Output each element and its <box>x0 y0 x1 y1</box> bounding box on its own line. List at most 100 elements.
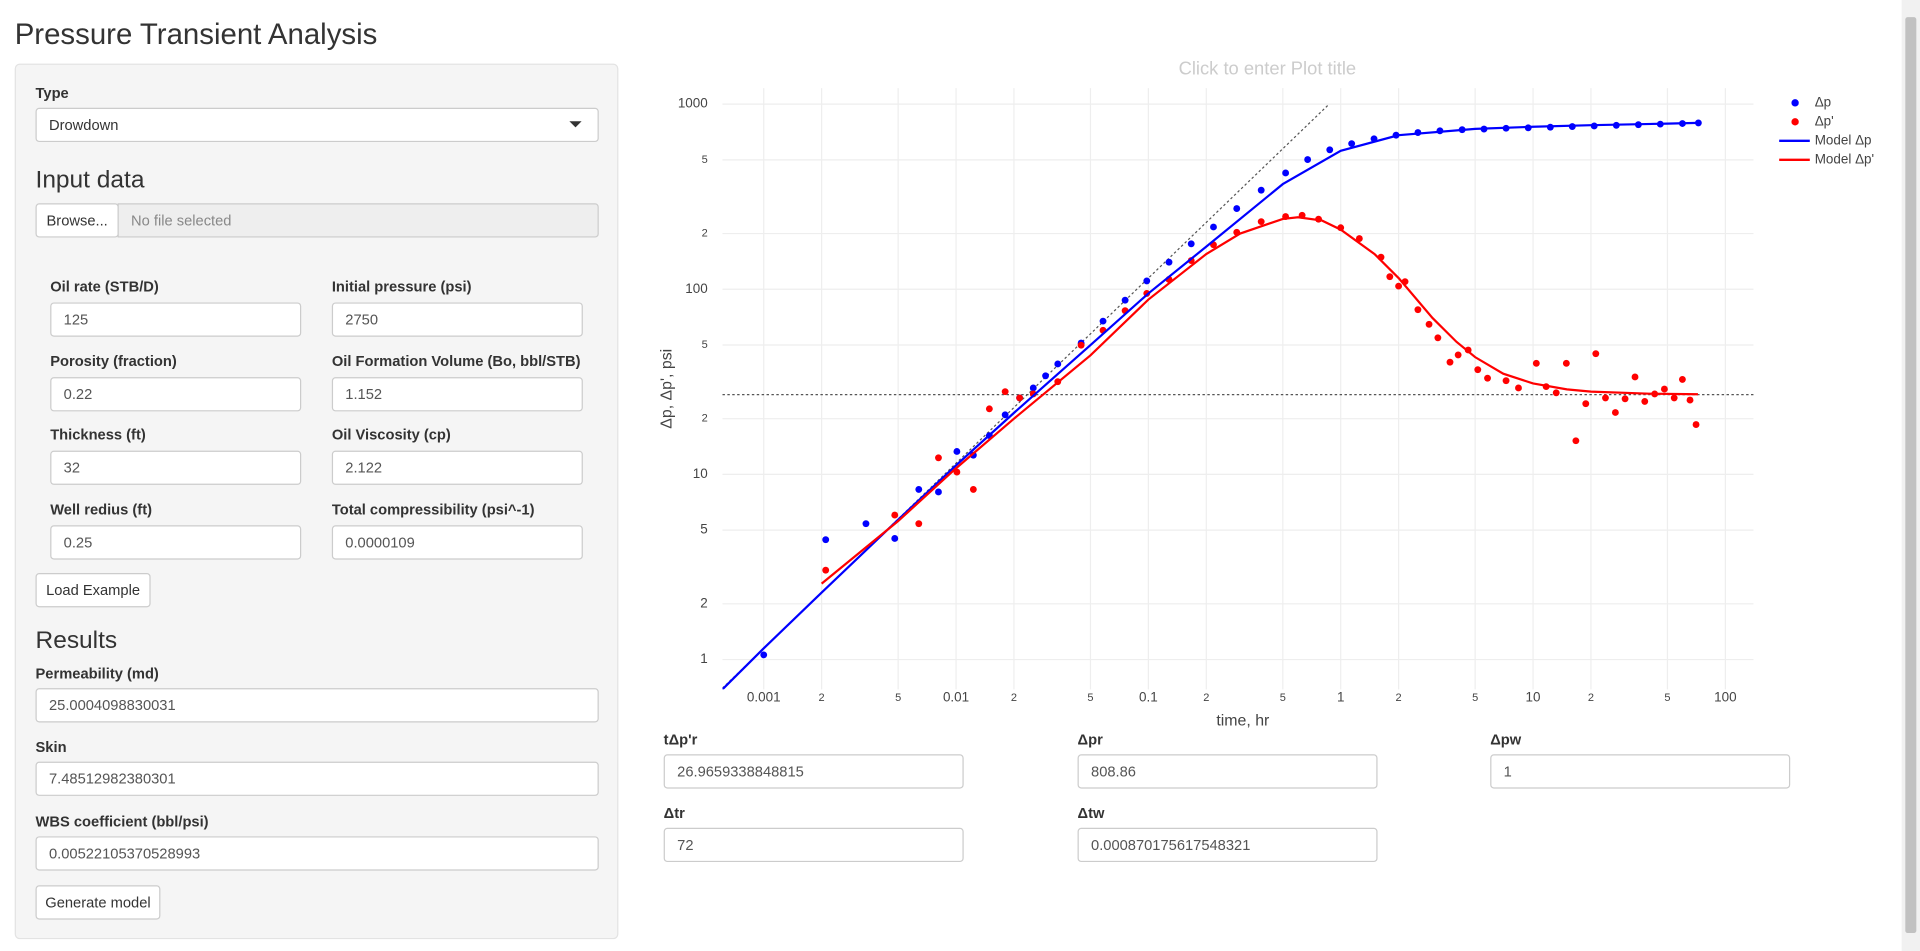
input-heading: Input data <box>35 166 145 194</box>
data-point <box>1631 373 1639 381</box>
field-input[interactable]: 2750 <box>331 302 583 337</box>
data-point <box>760 651 768 659</box>
field-input[interactable]: 2.122 <box>331 450 583 485</box>
x-tick-label: 0.01 <box>943 690 969 705</box>
data-point <box>1233 205 1241 212</box>
data-point <box>1257 186 1265 194</box>
legend-label: Model Δp <box>1815 132 1872 147</box>
field-label: Oil Formation Volume (Bo, bbl/STB) <box>331 352 581 370</box>
field-label: Total compressibility (psi^-1) <box>331 500 535 518</box>
data-point <box>1282 169 1290 177</box>
parameter-label: Δtr <box>663 804 685 822</box>
result-label: WBS coefficient (bbl/psi) <box>35 813 209 831</box>
data-point <box>1355 235 1363 242</box>
data-point <box>1425 320 1433 328</box>
field-input[interactable]: 125 <box>50 302 302 337</box>
y-tick-label: 100 <box>685 281 707 296</box>
result-label: Permeability (md) <box>35 664 159 683</box>
y-axis-title: Δp, Δp', psi <box>659 349 676 429</box>
data-point <box>1326 146 1334 154</box>
type-select[interactable]: Drowdown <box>35 107 599 143</box>
data-point <box>953 448 961 455</box>
x-tick-label: 5 <box>1472 692 1478 704</box>
load-example-button[interactable]: Load Example <box>35 573 151 608</box>
data-point <box>915 520 923 528</box>
data-point <box>935 454 942 462</box>
data-point <box>1016 394 1024 402</box>
data-point <box>1395 282 1403 290</box>
y-tick-label: 2 <box>700 595 707 610</box>
y-tick-label: 1000 <box>678 96 708 111</box>
data-point <box>862 520 870 528</box>
browse-button[interactable]: Browse... <box>35 203 119 238</box>
plot-area <box>722 103 1754 690</box>
parameter-input[interactable]: 26.9659338848815 <box>663 754 964 789</box>
data-point <box>1099 317 1107 325</box>
data-point <box>1414 306 1422 314</box>
parameter-input[interactable]: 0.000870175617548321 <box>1077 827 1378 863</box>
x-axis-title: time, hr <box>1216 712 1270 729</box>
data-point <box>1474 366 1482 374</box>
data-point <box>1562 359 1570 367</box>
data-point <box>1210 223 1217 231</box>
parameter-label: Δpw <box>1490 731 1522 749</box>
y-tick-label: 5 <box>702 154 708 166</box>
legend-label: Model Δp' <box>1815 151 1874 166</box>
y-tick-label: 5 <box>700 522 707 537</box>
parameter-input[interactable]: 1 <box>1490 754 1791 789</box>
x-tick-label: 2 <box>819 692 825 704</box>
data-point <box>1434 334 1442 342</box>
result-input[interactable]: 7.48512982380301 <box>35 761 599 796</box>
scrollbar[interactable] <box>1901 0 1920 951</box>
field-input[interactable]: 0.0000109 <box>331 525 583 560</box>
field-label: Thickness (ft) <box>50 426 146 444</box>
data-point <box>1670 394 1678 402</box>
field-input[interactable]: 32 <box>50 450 302 485</box>
data-point <box>1602 394 1609 402</box>
data-point <box>891 511 899 519</box>
data-point <box>1077 341 1085 349</box>
y-tick-label: 5 <box>702 339 708 351</box>
data-point <box>1686 396 1694 404</box>
data-point <box>822 536 830 544</box>
parameter-input[interactable]: 72 <box>663 827 964 863</box>
data-point <box>1694 119 1702 127</box>
data-point <box>1029 384 1037 392</box>
data-point <box>1304 156 1312 163</box>
x-tick-label: 5 <box>1664 692 1670 704</box>
result-input[interactable]: 25.0004098830031 <box>35 688 599 723</box>
x-tick-label: 5 <box>1087 692 1093 704</box>
field-input[interactable]: 0.25 <box>50 525 302 560</box>
data-point <box>1502 377 1510 385</box>
data-point <box>1611 409 1619 416</box>
x-tick-label: 1 <box>1337 690 1344 705</box>
parameter-label: Δtw <box>1077 804 1105 822</box>
y-tick-label: 2 <box>702 227 708 239</box>
page-title: Pressure Transient Analysis <box>14 18 378 52</box>
data-point <box>1001 411 1009 419</box>
data-point <box>935 488 942 496</box>
scrollbar-thumb[interactable] <box>1905 17 1917 934</box>
data-point <box>1348 140 1356 148</box>
data-point <box>1121 296 1129 304</box>
legend-label: Δp <box>1815 94 1831 109</box>
parameter-input[interactable]: 808.86 <box>1077 754 1378 789</box>
generate-model-button[interactable]: Generate model <box>35 885 161 920</box>
data-point <box>1165 258 1173 266</box>
field-input[interactable]: 0.22 <box>50 377 302 412</box>
field-label: Well redius (ft) <box>50 500 152 518</box>
field-label: Porosity (fraction) <box>50 352 177 370</box>
parameter-label: tΔp'r <box>663 731 698 749</box>
data-point <box>1692 421 1700 428</box>
data-point <box>1484 374 1491 382</box>
result-input[interactable]: 0.00522105370528993 <box>35 836 599 871</box>
data-point <box>1678 375 1686 383</box>
x-tick-label: 5 <box>1280 692 1286 704</box>
results-heading: Results <box>35 626 118 654</box>
data-point <box>1515 384 1522 392</box>
data-point <box>915 485 923 493</box>
data-point <box>1582 400 1590 408</box>
data-point <box>1054 360 1062 368</box>
field-input[interactable]: 1.152 <box>331 377 583 412</box>
